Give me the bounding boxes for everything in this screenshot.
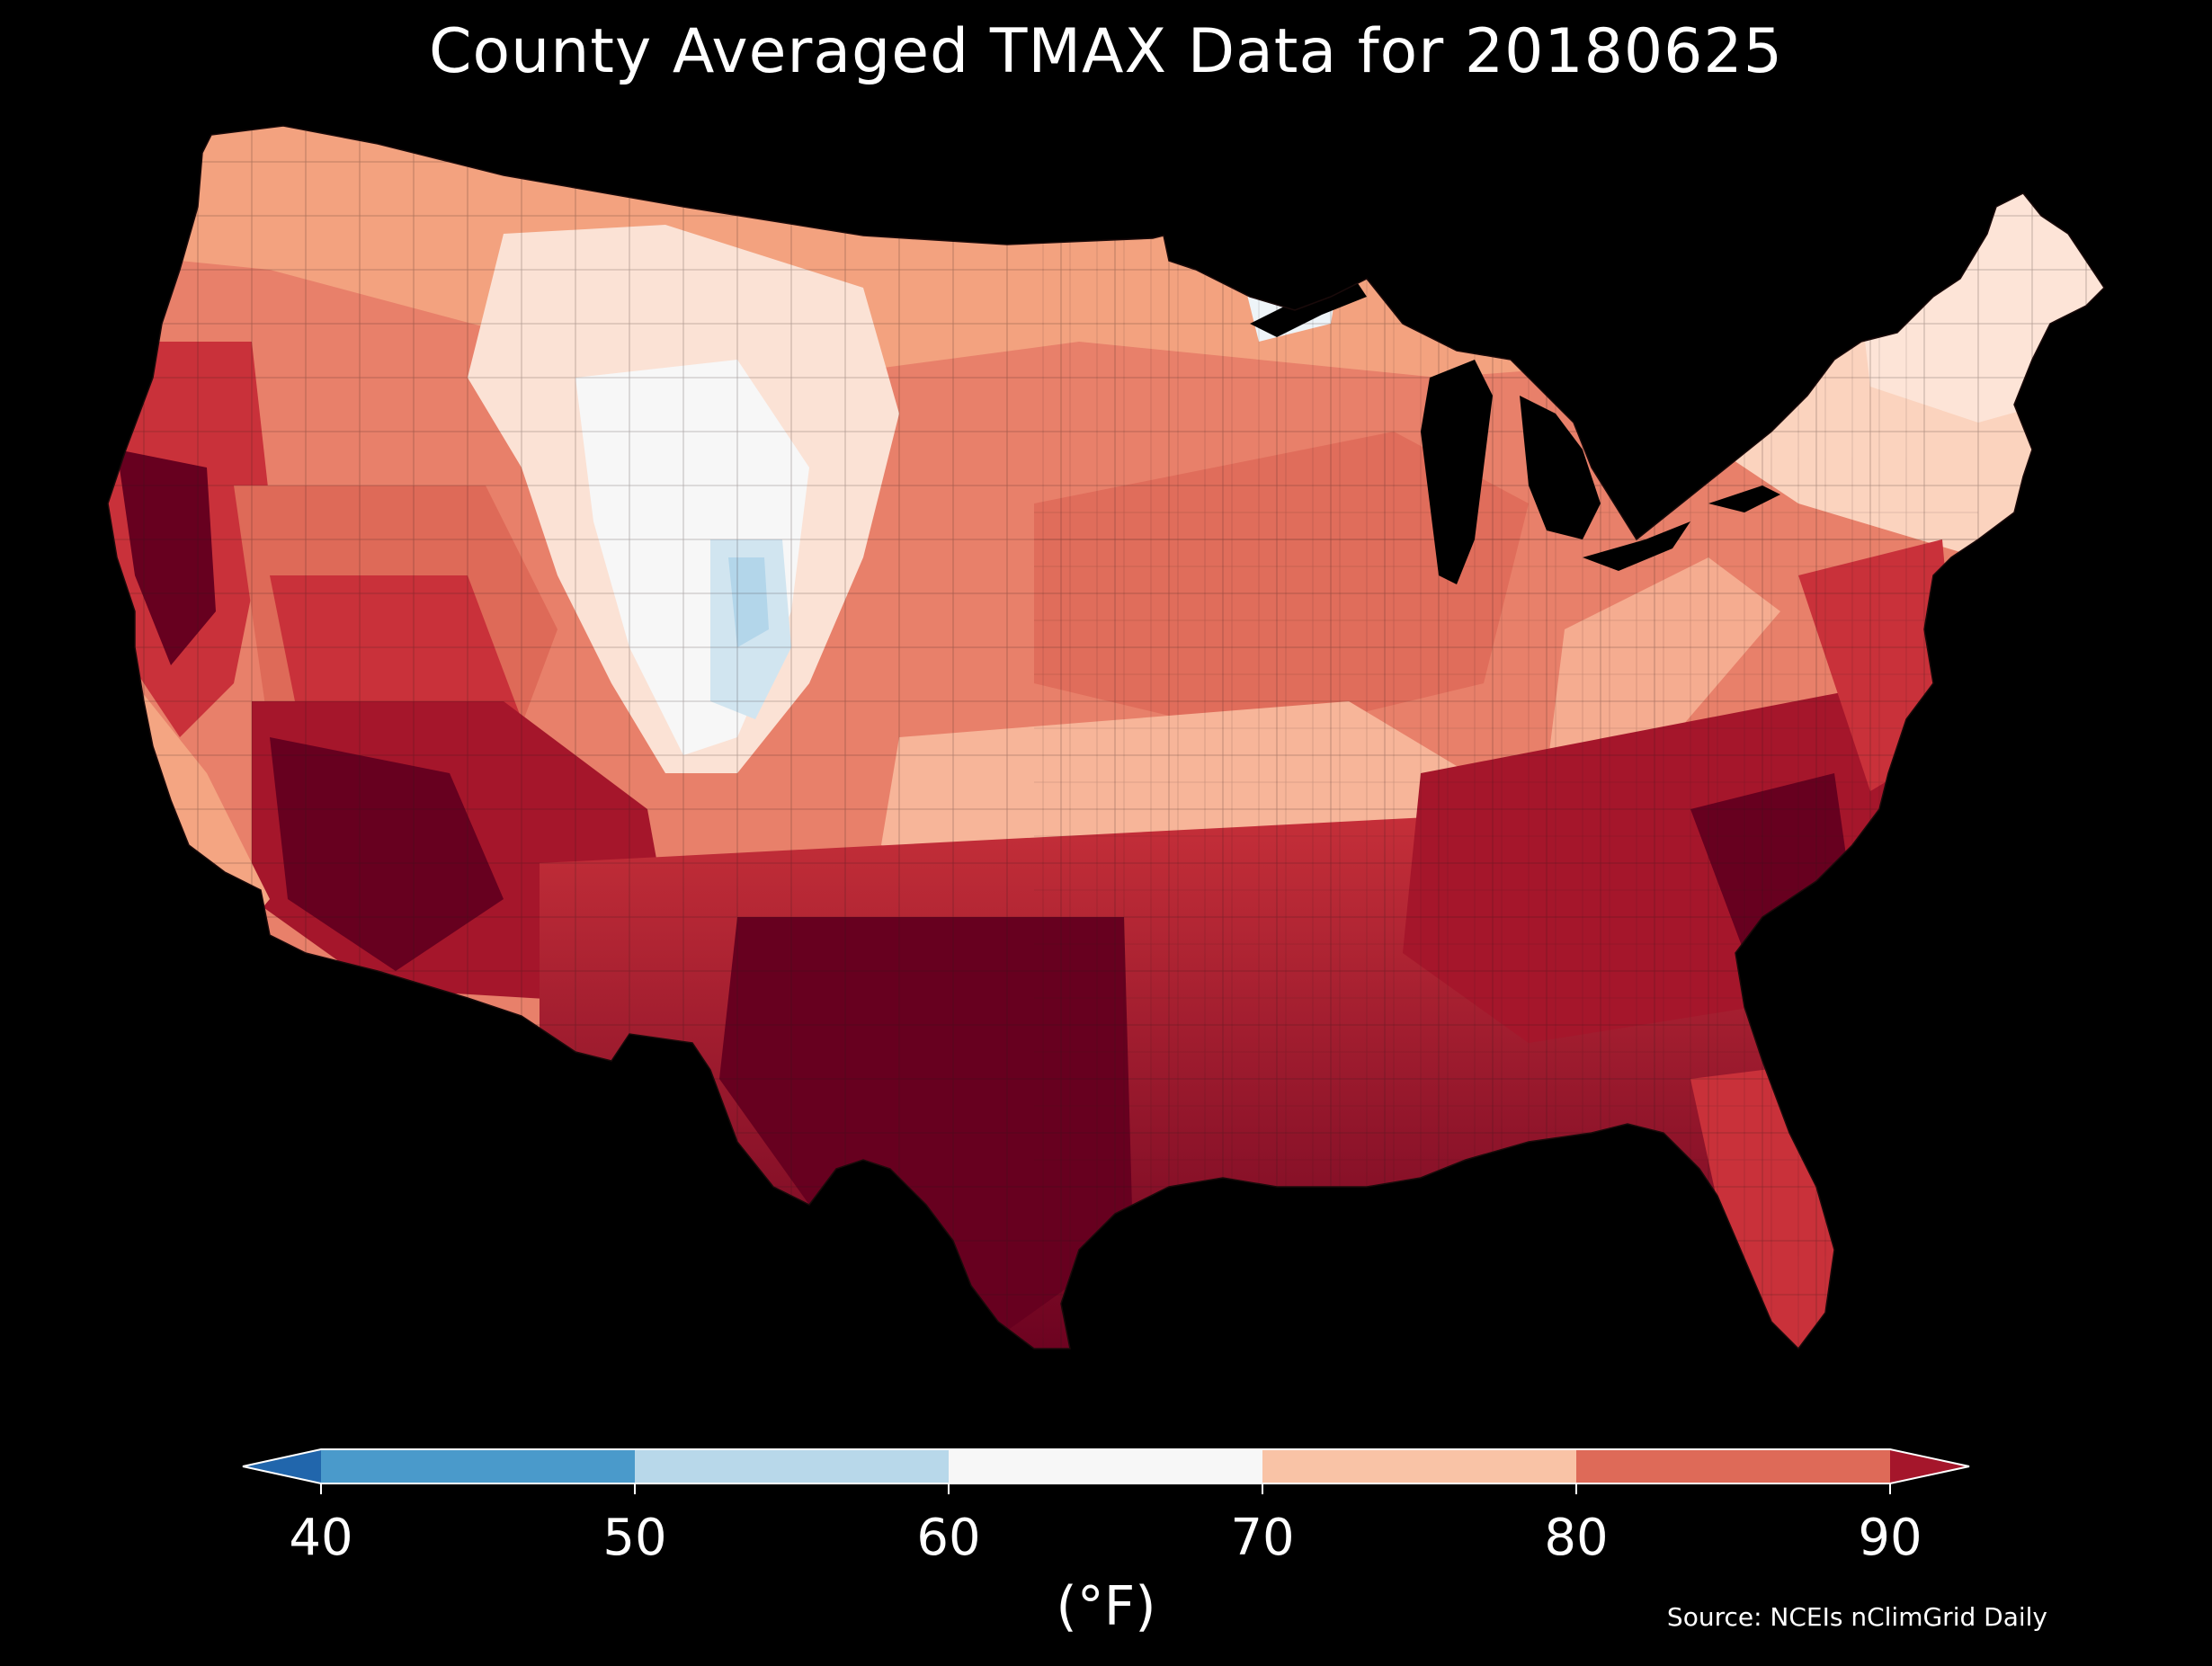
colorbar-bin-3: [1262, 1449, 1576, 1483]
colorbar-over-extension: [1890, 1449, 1969, 1483]
colorbar-bin-4: [1576, 1449, 1890, 1483]
colorbar-tick-label: 70: [1230, 1509, 1295, 1567]
colorbar-tick-label: 80: [1544, 1509, 1609, 1567]
colorbar-bin-2: [949, 1449, 1262, 1483]
great-lakes: [1250, 283, 1780, 584]
colorbar-tick-label: 50: [602, 1509, 667, 1567]
colorbar-tick-label: 40: [289, 1509, 353, 1567]
map-title: County Averaged TMAX Data for 20180625: [429, 16, 1783, 87]
colorbar-bin-0: [321, 1449, 635, 1483]
source-attribution: Source: NCEIs nClimGrid Daily: [1666, 1602, 2047, 1632]
colorbar-tick-label: 60: [916, 1509, 981, 1567]
colorbar-tick-label: 90: [1858, 1509, 1922, 1567]
colorbar-under-extension: [243, 1449, 321, 1483]
colorbar-units-label: (°F): [1056, 1575, 1156, 1638]
conus-outline: [107, 125, 2105, 1350]
colorbar-bin-1: [635, 1449, 949, 1483]
